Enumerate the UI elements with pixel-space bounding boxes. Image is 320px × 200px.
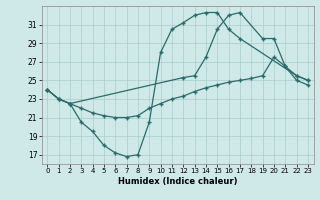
X-axis label: Humidex (Indice chaleur): Humidex (Indice chaleur) (118, 177, 237, 186)
